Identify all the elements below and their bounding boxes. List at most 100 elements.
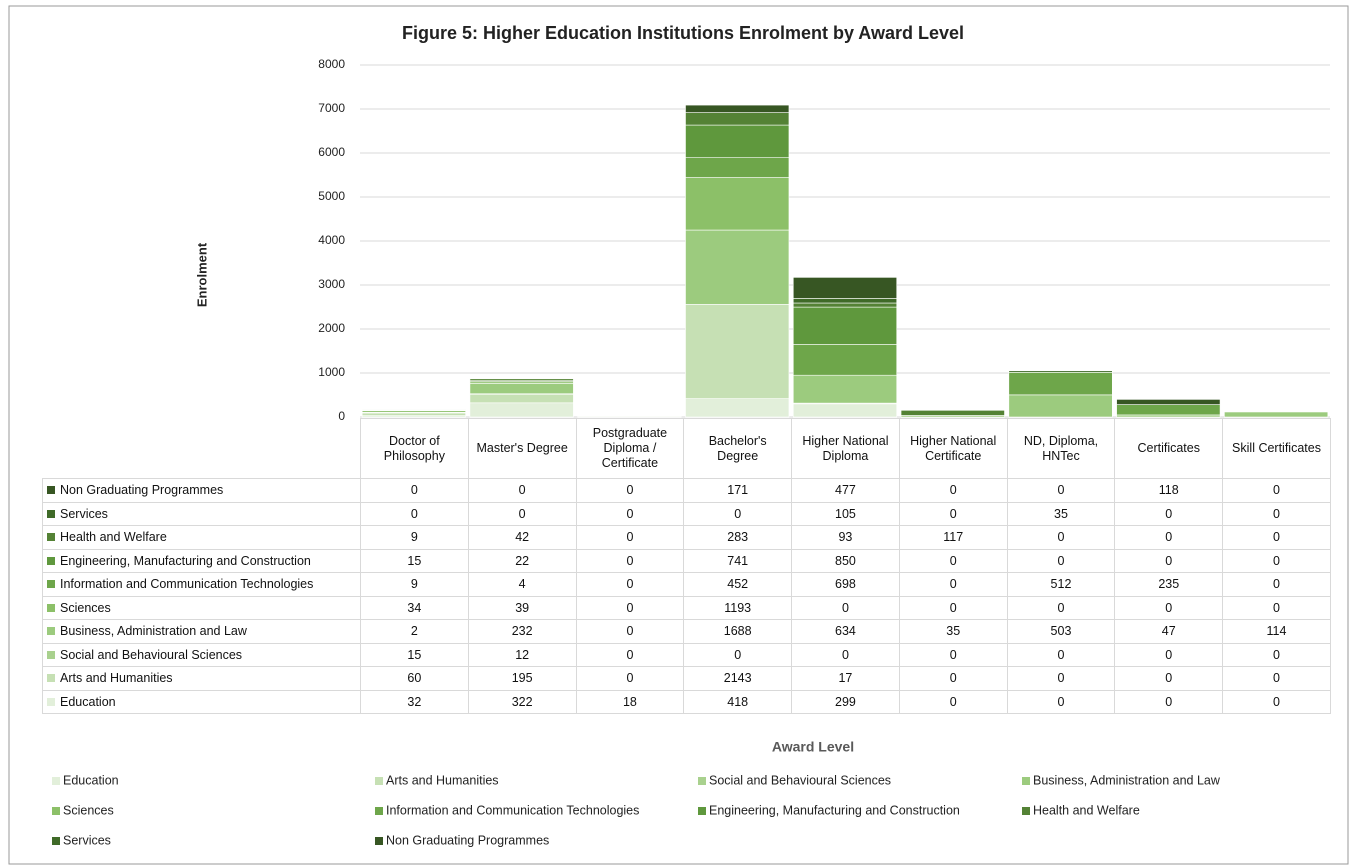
table-value: 0 [360, 478, 469, 503]
bar-segment [1116, 414, 1221, 418]
category-label: Higher National Certificate [898, 418, 1008, 479]
table-value: 503 [1006, 619, 1116, 644]
table-value: 1688 [683, 619, 793, 644]
table-value: 299 [791, 689, 900, 714]
legend-label: Services [63, 833, 111, 847]
table-value: 0 [898, 478, 1008, 503]
legend-key [47, 603, 55, 612]
table-value: 0 [1222, 689, 1331, 714]
category-label: Doctor of Philosophy [360, 418, 469, 479]
table-value: 47 [1114, 619, 1224, 644]
table-value: 93 [791, 525, 900, 550]
table-value: 477 [791, 478, 900, 503]
table-row: Social and Behavioural Sciences 15 12 0 0 0 0 0… [42, 642, 1331, 667]
table-row: Sciences 34 39 0 1193 0 0 0 0 0 [42, 595, 1331, 620]
table-value: 0 [1114, 689, 1224, 714]
table-value: 0 [1006, 548, 1116, 573]
table-value: 0 [1222, 642, 1331, 667]
bar-segment [1224, 411, 1329, 418]
table-value: 22 [467, 548, 577, 573]
bar-segment [361, 412, 466, 416]
table-row: Business, Administration and Law 2 232 0 168… [42, 619, 1331, 644]
table-series-cell: Education [42, 689, 361, 714]
bar-segment [685, 229, 790, 305]
legend-key [47, 697, 55, 706]
table-row: Engineering, Manufacturing and Construct… [42, 548, 1331, 573]
table-value: 0 [575, 548, 685, 573]
table-value: 9 [360, 572, 469, 597]
table-value: 452 [683, 572, 793, 597]
bar-segment [1008, 394, 1113, 418]
table-value: 15 [360, 548, 469, 573]
table-value: 0 [898, 595, 1008, 620]
table-value: 0 [467, 478, 577, 503]
table-value: 0 [791, 595, 900, 620]
table-value: 0 [575, 501, 685, 526]
table-value: 0 [1006, 689, 1116, 714]
table-value: 0 [683, 642, 793, 667]
table-value: 0 [575, 619, 685, 644]
table-value: 42 [467, 525, 577, 550]
table-value: 0 [1222, 525, 1331, 550]
bar-segment [685, 124, 790, 158]
table-value: 105 [791, 501, 900, 526]
bar-segment [685, 104, 790, 113]
y-axis-label: Enrolment [194, 242, 209, 307]
table-row: Non Graduating Programmes 0 0 0 171 477 0 0 118 0 [42, 478, 1331, 503]
table-value: 0 [1006, 525, 1116, 550]
series-name: Engineering, Manufacturing and Construct… [60, 553, 311, 568]
table-value: 0 [791, 642, 900, 667]
bar-segment [1116, 404, 1221, 416]
legend-swatch [698, 807, 706, 815]
table-value: 0 [1222, 478, 1331, 503]
legend-swatch [52, 777, 60, 785]
y-tick-label: 5000 [318, 189, 345, 203]
table-series-cell: Sciences [42, 595, 361, 620]
legend-label: Education [63, 773, 119, 787]
bar-segment [792, 344, 898, 376]
y-tick-label: 7000 [318, 101, 345, 115]
table-series-cell: Non Graduating Programmes [42, 478, 361, 503]
table-value: 0 [1006, 642, 1116, 667]
table-value: 0 [1006, 595, 1116, 620]
table-value: 0 [575, 525, 685, 550]
table-value: 0 [1222, 595, 1331, 620]
table-value: 0 [1114, 525, 1224, 550]
bar-segment [792, 306, 898, 345]
table-value: 35 [1006, 501, 1116, 526]
table-corner [42, 418, 361, 479]
legend-key [47, 486, 55, 495]
bar-segment [577, 415, 682, 418]
table-value: 114 [1222, 619, 1331, 644]
series-name: Sciences [60, 600, 111, 615]
table-value: 1193 [683, 595, 793, 620]
bar-segment [792, 302, 898, 308]
table-value: 698 [791, 572, 900, 597]
table-value: 117 [898, 525, 1008, 550]
table-value: 0 [1114, 642, 1224, 667]
table-value: 0 [898, 666, 1008, 691]
legend-key [47, 509, 55, 518]
series-name: Information and Communication Technologi… [60, 577, 314, 592]
table-value: 0 [898, 572, 1008, 597]
table-value: 0 [575, 572, 685, 597]
table-value: 0 [898, 689, 1008, 714]
category-label: Higher National Diploma [791, 418, 900, 479]
legend-swatch [1022, 807, 1030, 815]
bar-segment [469, 393, 574, 404]
table-value: 0 [1222, 501, 1331, 526]
table-value: 0 [1114, 501, 1224, 526]
legend-label: Sciences [63, 803, 114, 817]
legend-swatch [52, 837, 60, 845]
table-value: 4 [467, 572, 577, 597]
category-label: Certificates [1114, 418, 1224, 479]
table-value: 0 [1114, 666, 1224, 691]
series-name: Social and Behavioural Sciences [60, 647, 243, 662]
bar-segment [685, 157, 790, 178]
chart-title: Figure 5: Higher Education Institutions … [402, 23, 964, 43]
series-name: Non Graduating Programmes [60, 483, 224, 498]
table-value: 283 [683, 525, 793, 550]
table-value: 15 [360, 642, 469, 667]
series-name: Education [60, 694, 116, 709]
